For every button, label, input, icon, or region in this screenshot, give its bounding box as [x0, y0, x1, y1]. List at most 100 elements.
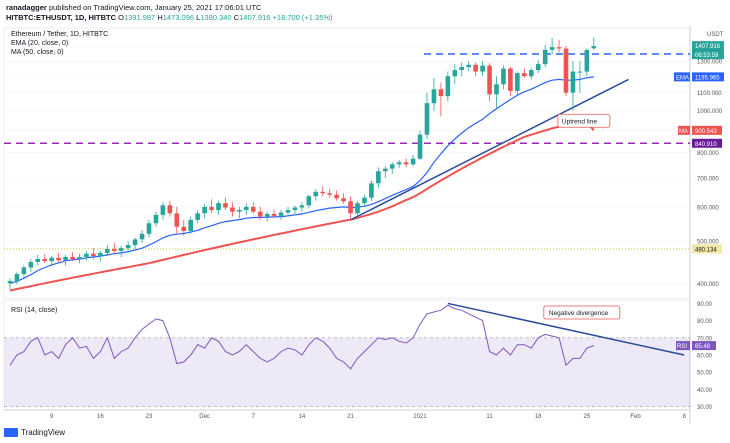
candle-body	[230, 207, 235, 212]
candle	[42, 253, 48, 264]
candle	[285, 206, 291, 217]
uptrend-line	[350, 78, 629, 221]
candle-body	[445, 76, 451, 97]
candle	[14, 271, 20, 285]
candle	[591, 37, 597, 50]
candle	[341, 193, 346, 204]
candle	[70, 252, 75, 262]
divergence-annotation: Negative divergence	[549, 310, 609, 317]
time-tick-label: 7	[252, 414, 256, 420]
candle-body	[341, 198, 346, 202]
candle	[410, 155, 416, 167]
candle-body	[167, 205, 173, 214]
close-value: 1407.916	[239, 13, 271, 22]
time-tick-label: 21	[347, 414, 354, 420]
candle	[28, 259, 34, 272]
price-tick-label: 500.000	[697, 240, 719, 246]
candle	[383, 166, 388, 178]
candle	[369, 180, 374, 201]
rsi-tick-label: 60.00	[697, 354, 713, 360]
rsi-tick-label: 40.00	[697, 388, 713, 394]
ma-tag: MA	[679, 129, 688, 135]
candle-body	[21, 267, 27, 275]
level-label: 840.910	[695, 142, 717, 148]
symbol: HITBTC:ETHUSDT, 1D, HITBTC	[6, 13, 116, 22]
rsi-tag: RSI	[677, 344, 687, 350]
ma-value-label: 900.543	[695, 129, 717, 135]
candle	[327, 188, 332, 198]
candle-body	[424, 103, 430, 135]
candle	[556, 39, 562, 53]
candle-body	[480, 65, 485, 72]
rsi-legend[interactable]: RSI (14, close)	[11, 307, 58, 314]
candle	[417, 130, 423, 161]
high-value: 1473.096	[162, 13, 195, 22]
candle-body	[250, 206, 256, 212]
ma-legend[interactable]: MA (50, close, 0)	[11, 49, 64, 56]
candle-body	[216, 203, 221, 211]
rsi-value-label: 65.48	[695, 344, 711, 350]
candle-body	[528, 70, 534, 77]
candle-body	[91, 253, 96, 257]
candle-body	[188, 219, 193, 231]
candle-body	[28, 261, 34, 268]
rsi-tick-label: 30.00	[697, 405, 713, 411]
candle-body	[348, 201, 353, 214]
candle	[487, 63, 492, 102]
uptrend-annotation: Uptrend line	[562, 118, 597, 125]
price-tick-label: 1300.000	[697, 60, 723, 66]
candle	[202, 203, 207, 219]
price-tick-label: 800.000	[697, 151, 719, 157]
candle	[244, 203, 249, 215]
candle-body	[355, 203, 360, 214]
candle	[320, 186, 326, 197]
tradingview-footer[interactable]: TradingView	[4, 428, 65, 437]
candle	[424, 92, 430, 140]
candle	[195, 210, 200, 224]
candle	[174, 206, 180, 234]
candle	[223, 197, 228, 211]
candle-body	[35, 259, 41, 262]
candle-body	[209, 206, 214, 211]
candle	[501, 65, 506, 90]
candle-body	[383, 168, 388, 172]
price-tick-label: 700.000	[697, 176, 719, 182]
candle	[515, 71, 520, 95]
candle	[535, 59, 541, 74]
candle	[577, 61, 583, 93]
ema-legend[interactable]: EMA (20, close, 0)	[11, 40, 69, 47]
candle-body	[292, 207, 298, 211]
tradingview-logo-icon	[4, 428, 18, 437]
brand-name: TradingView	[21, 428, 66, 437]
candle	[334, 190, 339, 201]
ema-tag: EMA	[676, 75, 689, 81]
candle-body	[49, 257, 54, 262]
candle	[389, 162, 395, 174]
candle	[216, 200, 221, 215]
candle-body	[556, 47, 562, 49]
candle-body	[271, 213, 277, 216]
candle	[56, 252, 61, 262]
candle-body	[410, 158, 416, 165]
candle	[452, 64, 458, 85]
candle-body	[542, 49, 548, 65]
candle-body	[63, 256, 68, 261]
candle	[396, 159, 402, 168]
ma50-line	[9, 121, 595, 292]
time-tick-label: 9	[50, 414, 54, 420]
price-tick-label: 1100.000	[697, 91, 722, 97]
high-label: H	[157, 13, 163, 22]
publisher-name[interactable]: ranadagger	[6, 3, 47, 12]
candle	[209, 199, 214, 214]
candle	[237, 206, 242, 219]
candle	[431, 77, 437, 111]
candle-body	[320, 191, 326, 194]
rsi-tick-label: 70.00	[697, 336, 713, 342]
candle	[570, 61, 576, 111]
candle	[91, 248, 96, 260]
candle	[264, 211, 270, 222]
level-label-bg	[692, 244, 722, 254]
candle-body	[77, 256, 82, 260]
candle	[542, 44, 548, 68]
